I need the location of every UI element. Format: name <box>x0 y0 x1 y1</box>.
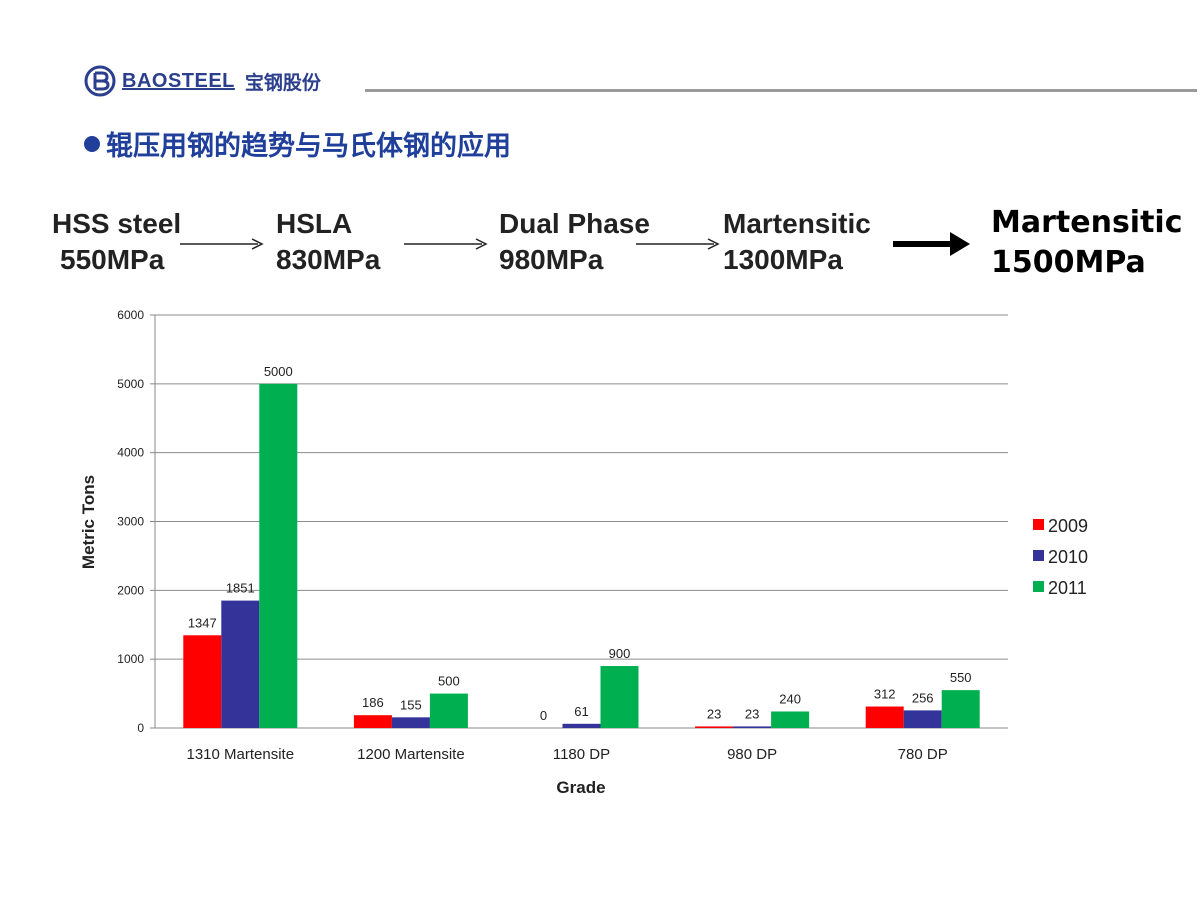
legend-swatch <box>1033 581 1044 592</box>
x-axis-title: Grade <box>556 778 605 797</box>
legend-swatch <box>1033 550 1044 561</box>
header-divider <box>365 89 1197 92</box>
stage-name: Martensitic <box>991 205 1183 240</box>
y-tick-label: 0 <box>137 721 144 735</box>
stage-martensitic-1300: Martensitic 1300MPa <box>723 206 871 278</box>
data-label: 1347 <box>188 615 217 630</box>
x-tick-label: 980 DP <box>727 746 777 763</box>
data-label: 240 <box>779 691 801 706</box>
baosteel-logo: BAOSTEEL 宝钢股份 <box>84 64 321 98</box>
x-tick-label: 1180 DP <box>553 746 610 763</box>
arrow-right-icon <box>404 238 488 250</box>
legend-swatch <box>1033 519 1044 530</box>
stage-name: HSS steel <box>52 208 182 239</box>
arrow-right-icon <box>636 238 720 250</box>
data-label: 1851 <box>226 581 255 596</box>
stage-name: Martensitic <box>723 208 871 239</box>
bar-2010 <box>221 600 260 728</box>
stage-hss: HSS steel 550MPa <box>52 206 181 278</box>
bar-2009 <box>353 715 392 728</box>
bar-2011 <box>600 666 639 728</box>
y-tick-label: 6000 <box>117 308 144 322</box>
x-tick-label: 1200 Martensite <box>357 746 465 763</box>
data-label: 61 <box>574 704 588 719</box>
stage-name: Dual Phase <box>499 208 650 239</box>
data-label: 5000 <box>264 364 293 379</box>
legend-label: 2010 <box>1048 547 1088 567</box>
stage-martensitic-1500: Martensitic 1500MPa <box>991 203 1182 283</box>
x-tick-label: 780 DP <box>898 746 948 763</box>
bar-2010 <box>391 717 430 728</box>
bar-2011 <box>429 693 468 728</box>
stage-strength: 1300MPa <box>723 244 843 275</box>
y-tick-label: 5000 <box>117 377 144 391</box>
bar-2009 <box>695 726 734 728</box>
data-label: 23 <box>745 706 759 721</box>
stage-strength: 980MPa <box>499 244 604 275</box>
data-label: 155 <box>400 697 422 712</box>
data-label: 500 <box>438 674 460 689</box>
stage-name: HSLA <box>276 208 353 239</box>
stage-hsla: HSLA 830MPa <box>276 206 380 278</box>
legend-label: 2011 <box>1048 578 1087 598</box>
data-label: 186 <box>362 695 384 710</box>
logo-text-en: BAOSTEEL <box>122 69 235 92</box>
legend-label: 2009 <box>1048 516 1088 536</box>
data-label: 0 <box>540 708 547 723</box>
data-label: 550 <box>950 670 972 685</box>
bar-2009 <box>183 635 222 728</box>
bar-2009 <box>865 706 904 728</box>
y-axis-title: Metric Tons <box>79 475 98 569</box>
stage-strength: 550MPa <box>60 244 165 275</box>
arrow-right-bold-icon <box>893 232 970 256</box>
stage-dual-phase: Dual Phase 980MPa <box>499 206 650 278</box>
x-tick-label: 1310 Martensite <box>187 746 295 763</box>
arrow-right-icon <box>180 238 264 250</box>
data-label: 23 <box>707 706 721 721</box>
bar-2011 <box>941 690 980 728</box>
logo-text-cn: 宝钢股份 <box>244 71 321 94</box>
data-label: 312 <box>874 687 896 702</box>
stage-strength: 830MPa <box>276 244 381 275</box>
data-label: 256 <box>912 690 934 705</box>
bar-2010 <box>733 726 772 728</box>
bar-2010 <box>903 710 942 728</box>
bullet-icon <box>84 135 100 152</box>
bar-2011 <box>259 383 298 728</box>
y-tick-label: 1000 <box>117 652 144 666</box>
y-tick-label: 4000 <box>117 446 144 460</box>
slide-title: 辊压用钢的趋势与马氏体钢的应用 <box>84 124 511 163</box>
bar-2011 <box>771 711 810 728</box>
baosteel-emblem-icon <box>84 65 116 97</box>
y-tick-label: 3000 <box>117 515 144 529</box>
y-tick-label: 2000 <box>117 583 144 597</box>
bar-2010 <box>562 723 601 728</box>
slide-title-text: 辊压用钢的趋势与马氏体钢的应用 <box>106 131 511 162</box>
stage-strength: 1500MPa <box>991 245 1146 280</box>
data-label: 900 <box>609 646 631 661</box>
